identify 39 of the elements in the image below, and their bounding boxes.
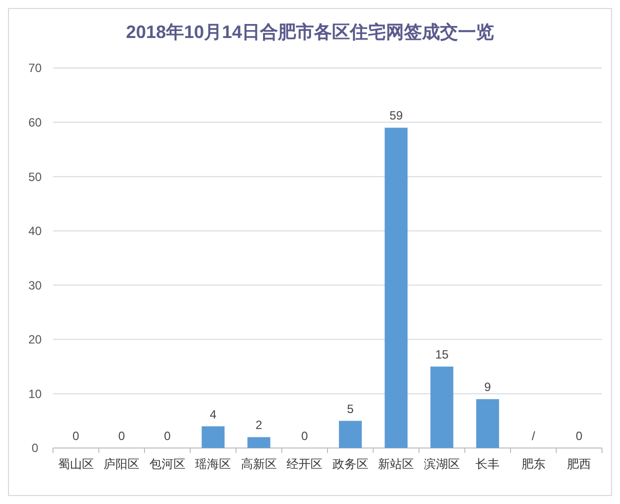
y-tick-label: 50: [28, 170, 42, 184]
data-label: 2: [256, 418, 263, 432]
data-label: 5: [347, 402, 354, 416]
data-label: 15: [435, 348, 449, 362]
y-tick-label: 40: [28, 224, 42, 238]
x-tick-label: 高新区: [240, 457, 277, 471]
x-tick-label: 经开区: [286, 457, 323, 471]
data-label: 59: [389, 108, 404, 123]
data-label: 0: [72, 429, 80, 443]
data-label: 0: [301, 429, 308, 443]
chart-title: 2018年10月14日合肥市各区住宅网签成交一览: [126, 22, 494, 42]
x-tick-label: 肥东: [521, 457, 546, 471]
bar: [430, 366, 454, 448]
text: /: [532, 429, 536, 443]
y-tick-label: 0: [32, 441, 39, 456]
y-tick-label: 20: [28, 332, 42, 347]
x-tick-label: 新站区: [378, 457, 414, 471]
x-tick-label: 包河区: [149, 457, 186, 471]
bar: [384, 128, 408, 448]
x-tick-label: 庐阳区: [104, 457, 140, 471]
x-tick-label: 滨湖区: [424, 457, 460, 471]
x-tick-label: 政务区: [332, 457, 368, 471]
data-label: 9: [484, 380, 492, 394]
bar: [247, 437, 270, 448]
data-label: 4: [210, 407, 217, 422]
y-tick-label: 10: [28, 386, 42, 401]
x-tick-label: 肥西: [567, 457, 592, 471]
data-label: 0: [576, 429, 583, 443]
x-tick-label: 长丰: [476, 457, 500, 471]
x-tick-label: 蜀山区: [58, 457, 94, 471]
bar: [476, 399, 500, 448]
data-label: 0: [164, 429, 172, 443]
x-tick-label: 瑶海区: [195, 457, 232, 471]
bar: [202, 426, 225, 448]
data-label: 0: [118, 429, 126, 443]
y-tick-label: 30: [28, 278, 42, 292]
bar: [338, 420, 362, 448]
y-tick-label: 60: [28, 115, 42, 130]
y-tick-label: 70: [28, 61, 42, 76]
